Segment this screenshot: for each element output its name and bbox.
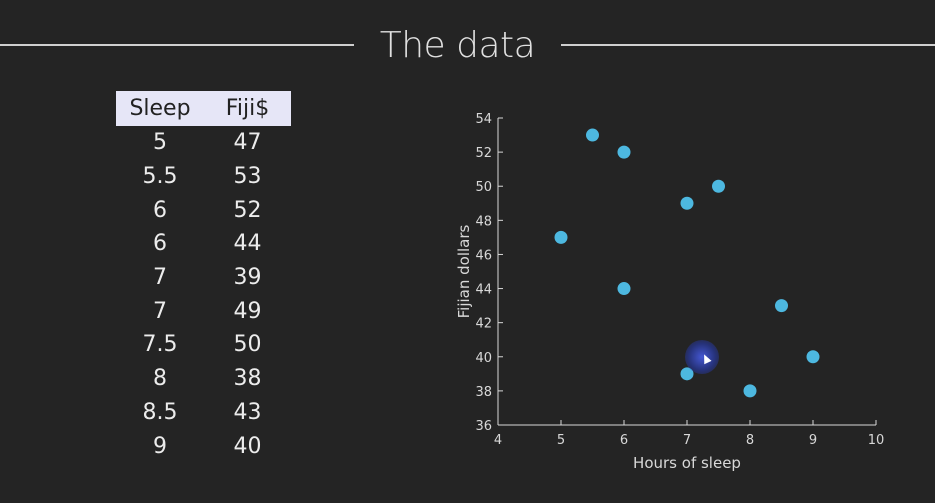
title-rule-left xyxy=(0,44,354,46)
data-point xyxy=(586,128,599,142)
y-tick-label: 52 xyxy=(475,146,492,161)
cell-fiji: 40 xyxy=(233,433,262,459)
y-tick-label: 50 xyxy=(475,180,492,195)
cell-fiji: 50 xyxy=(233,332,262,358)
table-row: 5 47 xyxy=(116,126,291,160)
cell-sleep: 5.5 xyxy=(142,164,178,190)
cell-fiji: 39 xyxy=(233,265,262,291)
header-fiji: Fiji$ xyxy=(225,96,270,121)
cell-sleep: 8.5 xyxy=(142,399,178,425)
cell-fiji: 47 xyxy=(233,130,262,156)
table-row: 5.5 53 xyxy=(116,160,291,194)
y-tick-label: 48 xyxy=(475,214,492,229)
cell-fiji: 49 xyxy=(233,298,262,324)
y-tick-label: 38 xyxy=(475,385,492,400)
table-row: 8 38 xyxy=(116,362,291,396)
y-tick-label: 54 xyxy=(475,112,492,127)
cell-sleep: 7 xyxy=(153,298,167,324)
cell-sleep: 5 xyxy=(153,130,167,156)
y-tick-label: 42 xyxy=(475,317,492,332)
data-point xyxy=(712,179,725,193)
cell-sleep: 7.5 xyxy=(142,332,178,358)
data-point xyxy=(775,299,788,313)
cell-sleep: 8 xyxy=(153,366,167,392)
slide-title: The data xyxy=(379,25,536,66)
x-tick-label: 5 xyxy=(557,433,565,448)
table-header: Sleep Fiji$ xyxy=(116,91,291,126)
table-row: 6 44 xyxy=(116,227,291,261)
data-point xyxy=(617,282,631,296)
x-tick-label: 7 xyxy=(683,433,691,448)
data-point xyxy=(680,196,694,210)
scatter-chart: 4 5 6 7 8 9 10 36 38 40 42 44 46 48 50 52 54 Hours of sle… xyxy=(440,100,900,484)
x-tick-label: 10 xyxy=(868,433,885,448)
cursor-highlight xyxy=(685,340,719,374)
cell-sleep: 6 xyxy=(153,231,167,257)
scatter-plot-svg: 4 5 6 7 8 9 10 36 38 40 42 44 46 48 50 52 54 Hours of sle… xyxy=(455,112,885,472)
x-axis-label: Hours of sleep xyxy=(633,454,741,472)
y-tick-label: 44 xyxy=(475,283,492,298)
header-sleep: Sleep xyxy=(129,96,191,121)
data-point xyxy=(554,230,568,244)
cell-sleep: 6 xyxy=(153,197,167,223)
cell-fiji: 53 xyxy=(233,164,262,190)
data-point xyxy=(617,145,631,159)
cell-sleep: 9 xyxy=(153,433,167,459)
cell-sleep: 7 xyxy=(153,265,167,291)
data-point xyxy=(680,367,694,381)
x-tick-label: 9 xyxy=(809,433,817,448)
table-row: 7.5 50 xyxy=(116,328,291,362)
table-body: 5 47 5.5 53 6 52 6 44 7 39 7 49 7.5 50 8 38 8.5 43 9 40 xyxy=(116,126,291,463)
x-tick-label: 4 xyxy=(494,433,502,448)
table-row: 7 39 xyxy=(116,261,291,295)
y-tick-label: 36 xyxy=(475,419,492,434)
cell-fiji: 43 xyxy=(233,399,262,425)
y-axis-label: Fijian dollars xyxy=(455,224,473,318)
data-point xyxy=(743,384,757,398)
x-tick-label: 6 xyxy=(620,433,628,448)
data-table: Sleep Fiji$ 5 47 5.5 53 6 52 6 44 7 39 7 49 7.5 50 8 38… xyxy=(116,91,291,463)
y-tick-label: 40 xyxy=(475,351,492,366)
table-row: 8.5 43 xyxy=(116,396,291,430)
cell-fiji: 44 xyxy=(233,231,262,257)
x-tick-label: 8 xyxy=(746,433,754,448)
cell-fiji: 38 xyxy=(233,366,262,392)
cell-fiji: 52 xyxy=(233,197,262,223)
y-tick-label: 46 xyxy=(475,248,492,263)
table-row: 9 40 xyxy=(116,429,291,463)
table-row: 6 52 xyxy=(116,193,291,227)
title-rule-right xyxy=(561,44,935,46)
data-point xyxy=(806,350,820,364)
table-row: 7 49 xyxy=(116,294,291,328)
